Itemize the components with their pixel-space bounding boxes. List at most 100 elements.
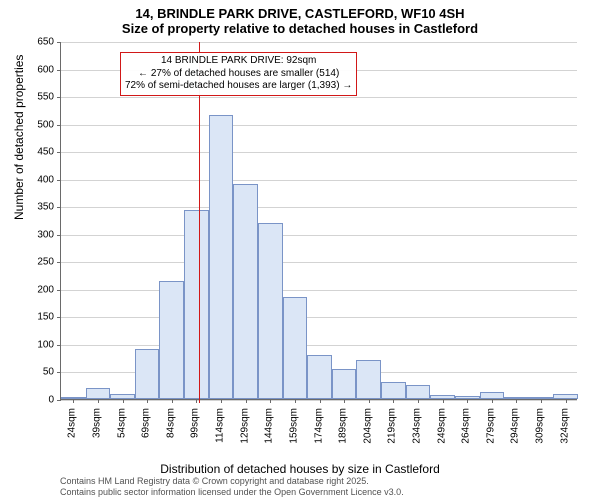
y-tick-label: 300 [37, 229, 54, 240]
x-tick [123, 399, 124, 403]
bar [332, 369, 357, 399]
bar [381, 382, 406, 399]
x-tick [246, 399, 247, 403]
chart-title-line2: Size of property relative to detached ho… [0, 21, 600, 40]
x-tick-label: 309sqm [535, 408, 546, 444]
annotation-line-1: 14 BRINDLE PARK DRIVE: 92sqm [125, 55, 352, 68]
y-tick [57, 235, 61, 236]
y-tick-label: 150 [37, 312, 54, 323]
x-tick-label: 114sqm [215, 408, 226, 443]
bar [86, 388, 111, 399]
x-tick [320, 399, 321, 403]
gridline [61, 290, 577, 291]
y-tick [57, 70, 61, 71]
bar [504, 397, 529, 399]
bar [356, 360, 381, 399]
x-tick-label: 204sqm [362, 408, 373, 444]
bar [258, 223, 283, 399]
bar [406, 385, 431, 399]
bar [209, 115, 234, 399]
footer: Contains HM Land Registry data © Crown c… [60, 476, 404, 498]
y-tick [57, 180, 61, 181]
x-tick [492, 399, 493, 403]
y-tick-label: 450 [37, 147, 54, 158]
y-tick-label: 250 [37, 257, 54, 268]
x-tick-label: 159sqm [288, 408, 299, 444]
x-tick [393, 399, 394, 403]
x-tick [418, 399, 419, 403]
chart-title-line1: 14, BRINDLE PARK DRIVE, CASTLEFORD, WF10… [0, 0, 600, 21]
gridline [61, 207, 577, 208]
x-tick-label: 144sqm [264, 408, 275, 444]
x-tick [295, 399, 296, 403]
gridline [61, 152, 577, 153]
y-tick [57, 125, 61, 126]
bar [529, 397, 554, 399]
bar [553, 394, 578, 400]
x-tick-label: 264sqm [461, 408, 472, 444]
y-tick [57, 207, 61, 208]
annotation-box: 14 BRINDLE PARK DRIVE: 92sqm ← 27% of de… [120, 52, 357, 96]
chart-container: 14, BRINDLE PARK DRIVE, CASTLEFORD, WF10… [0, 0, 600, 500]
y-tick [57, 372, 61, 373]
x-tick [270, 399, 271, 403]
y-tick-label: 50 [43, 367, 54, 378]
footer-line-2: Contains public sector information licen… [60, 487, 404, 498]
y-tick-label: 550 [37, 92, 54, 103]
y-tick [57, 152, 61, 153]
bar [184, 210, 209, 399]
x-tick-label: 294sqm [510, 408, 521, 444]
y-tick-label: 600 [37, 64, 54, 75]
y-tick [57, 262, 61, 263]
x-tick [443, 399, 444, 403]
y-tick-label: 650 [37, 37, 54, 48]
x-tick [172, 399, 173, 403]
x-tick [344, 399, 345, 403]
plot-area: 14 BRINDLE PARK DRIVE: 92sqm ← 27% of de… [60, 42, 577, 400]
x-tick-label: 99sqm [190, 408, 201, 438]
bar [159, 281, 184, 399]
gridline [61, 345, 577, 346]
gridline [61, 97, 577, 98]
x-tick [196, 399, 197, 403]
gridline [61, 235, 577, 236]
y-tick-label: 400 [37, 174, 54, 185]
x-tick [516, 399, 517, 403]
x-tick-label: 219sqm [387, 408, 398, 444]
x-tick-label: 189sqm [338, 408, 349, 444]
y-tick [57, 400, 61, 401]
x-tick-label: 249sqm [436, 408, 447, 444]
x-tick-label: 84sqm [165, 408, 176, 438]
annotation-line-3: 72% of semi-detached houses are larger (… [125, 80, 352, 93]
gridline [61, 180, 577, 181]
x-tick-label: 129sqm [239, 408, 250, 444]
x-tick-label: 69sqm [141, 408, 152, 438]
x-tick [467, 399, 468, 403]
gridline [61, 262, 577, 263]
annotation-line-2: ← 27% of detached houses are smaller (51… [125, 68, 352, 81]
x-tick [369, 399, 370, 403]
y-tick [57, 317, 61, 318]
x-tick [147, 399, 148, 403]
y-tick [57, 42, 61, 43]
bar [135, 349, 160, 399]
x-tick-label: 324sqm [559, 408, 570, 444]
y-tick [57, 345, 61, 346]
y-tick-label: 500 [37, 119, 54, 130]
x-tick-label: 279sqm [485, 408, 496, 444]
bar [233, 184, 258, 399]
x-tick-label: 174sqm [313, 408, 324, 444]
bar [307, 355, 332, 399]
bar [110, 394, 135, 400]
y-axis-label: Number of detached properties [12, 55, 26, 220]
x-axis-label: Distribution of detached houses by size … [0, 462, 600, 476]
y-tick-label: 0 [48, 395, 54, 406]
x-tick-label: 234sqm [411, 408, 422, 444]
y-tick [57, 97, 61, 98]
x-tick-label: 39sqm [91, 408, 102, 438]
x-tick [566, 399, 567, 403]
y-tick [57, 290, 61, 291]
gridline [61, 42, 577, 43]
gridline [61, 317, 577, 318]
x-tick [98, 399, 99, 403]
